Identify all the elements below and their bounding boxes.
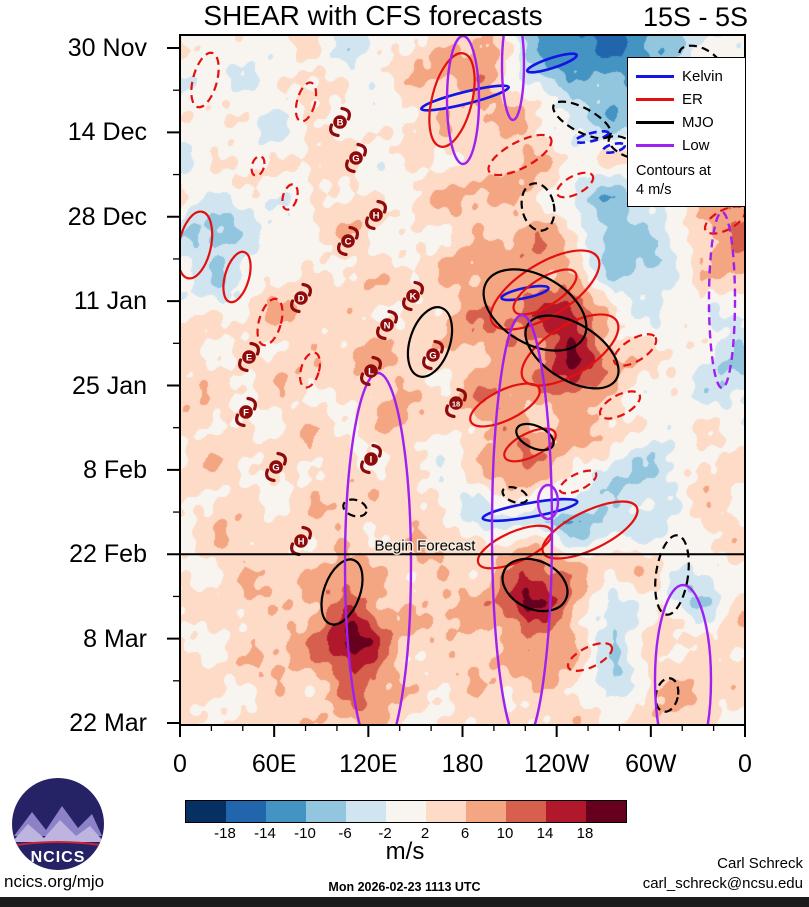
colorbar-segment (586, 801, 626, 822)
legend-entry-er: ER (636, 88, 737, 111)
colorbar-segment (186, 801, 226, 822)
chart-title: SHEAR with CFS forecasts (203, 0, 543, 31)
colorbar-tick-label: 14 (536, 825, 554, 842)
colorbar-segment (266, 801, 306, 822)
x-tick-label: 180 (441, 750, 484, 778)
legend-label: ER (682, 91, 703, 108)
colorbar-tick-label: -2 (378, 825, 392, 842)
contour-legend: Kelvin ER MJO Low Contours at 4 m/s (627, 57, 746, 207)
logo-red-line (15, 841, 101, 846)
x-tick-label: 120E (339, 750, 398, 778)
colorbar-tick-label: 18 (576, 825, 594, 842)
footer-credit-email: carl_schreck@ncsu.edu (642, 875, 803, 892)
legend-note-line1: Contours at (636, 163, 711, 179)
legend-label: Low (682, 137, 710, 154)
x-tick-label: 0 (173, 750, 187, 778)
colorbar-tick-label: -14 (254, 825, 276, 842)
x-tick-label: 0 (738, 750, 752, 778)
colorbar-tick-label: -10 (294, 825, 316, 842)
x-tick-label: 120W (524, 750, 590, 778)
low-line-sample-icon (636, 144, 674, 147)
logo-text: NCICS (31, 849, 86, 866)
footer-timestamp: Mon 2026-02-23 1113 UTC (328, 880, 481, 894)
colorbar-tick-label: -18 (214, 825, 236, 842)
x-tick-label: 60E (251, 750, 297, 778)
legend-label: MJO (682, 114, 714, 131)
y-tick-label: 22 Mar (69, 709, 147, 737)
legend-entries: Kelvin ER MJO Low (636, 65, 737, 157)
kelvin-line-sample-icon (636, 75, 674, 78)
y-tick-label: 8 Feb (83, 455, 147, 484)
legend-entry-kelvin: Kelvin (636, 65, 737, 88)
colorbar-tick-label: 10 (496, 825, 514, 842)
y-tick-label: 8 Mar (83, 624, 147, 653)
y-tick-label: 25 Jan (71, 371, 147, 400)
mjo-line-sample-icon (636, 121, 674, 124)
colorbar-segment (306, 801, 346, 822)
colorbar (185, 800, 627, 823)
legend-note: Contours at 4 m/s (636, 162, 737, 200)
ncics-logo: NCICS (12, 778, 104, 870)
colorbar-segment (386, 801, 426, 822)
y-tick-label: 28 Dec (67, 202, 147, 231)
y-tick-label: 14 Dec (67, 118, 147, 147)
colorbar-segment (226, 801, 266, 822)
logo-mountains-front (12, 820, 104, 842)
colorbar-segment (466, 801, 506, 822)
legend-note-line2: 4 m/s (636, 182, 672, 198)
er-line-sample-icon (636, 98, 674, 101)
lat-band-label: 15S - 5S (642, 2, 748, 32)
colorbar-segment (546, 801, 586, 822)
colorbar-segment (346, 801, 386, 822)
colorbar-units: m/s (385, 838, 425, 865)
legend-label: Kelvin (682, 68, 723, 85)
y-tick-label: 22 Feb (69, 540, 147, 569)
colorbar-segment (426, 801, 466, 822)
footer-site-link: ncics.org/mjo (4, 872, 105, 891)
y-tick-label: 11 Jan (73, 287, 147, 316)
bottom-bar (0, 897, 809, 907)
footer-credit-name: Carl Schreck (717, 855, 803, 872)
logo-mountains-back (14, 806, 102, 836)
colorbar-tick-label: 2 (420, 825, 430, 842)
legend-entry-mjo: MJO (636, 111, 737, 134)
x-tick-label: 60W (625, 750, 677, 778)
legend-entry-low: Low (636, 134, 737, 157)
colorbar-segment (506, 801, 546, 822)
colorbar-tick-label: -6 (338, 825, 352, 842)
colorbar-tick-label: 6 (460, 825, 470, 842)
y-tick-label: 30 Nov (67, 34, 147, 62)
